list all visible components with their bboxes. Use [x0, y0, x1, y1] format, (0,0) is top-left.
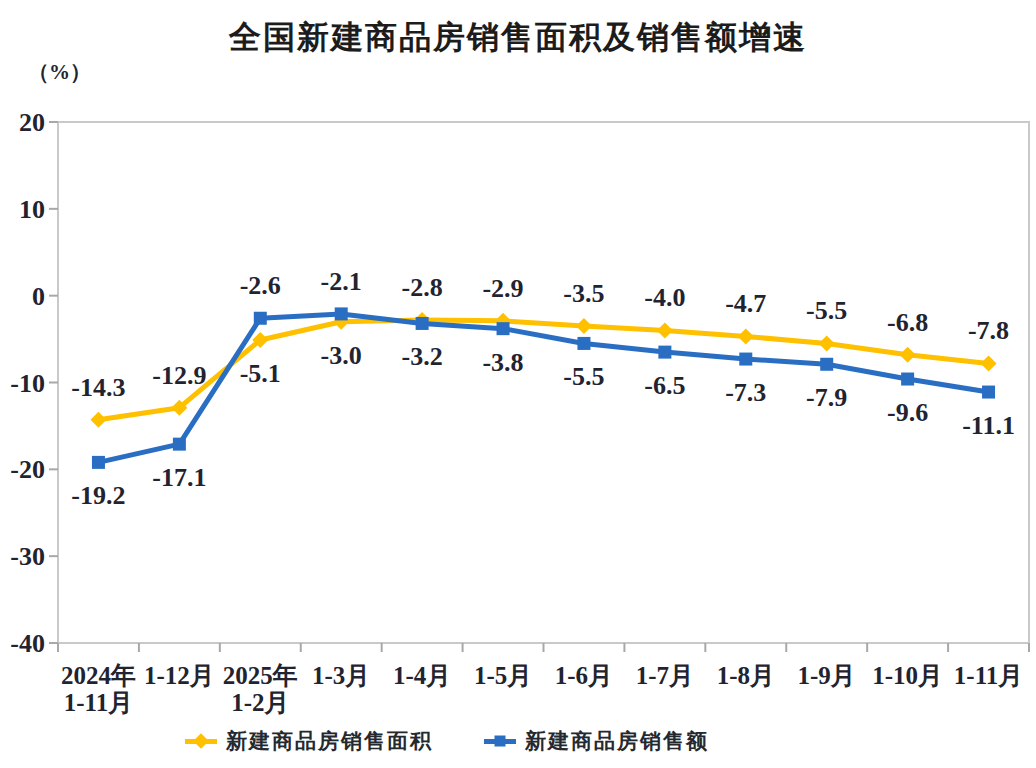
series-0-data-label: -14.3: [71, 373, 125, 402]
series-0-data-label: -7.8: [968, 316, 1009, 345]
series-0-data-label: -4.0: [644, 283, 685, 312]
series-1-data-label: -7.3: [725, 378, 766, 407]
square-marker-icon: [495, 736, 506, 747]
series-1-marker: [416, 317, 429, 330]
series-1-data-label: -11.1: [962, 411, 1015, 440]
series-1-data-label: -19.2: [71, 481, 125, 510]
series-0-data-label: -4.7: [725, 289, 766, 318]
x-axis-tick-label: 1-6月: [555, 662, 613, 689]
series-1-marker: [658, 346, 671, 359]
series-1-data-label: -2.6: [240, 271, 281, 300]
series-0-data-label: -5.5: [806, 296, 847, 325]
series-0-data-label: -5.1: [240, 359, 281, 388]
series-1-marker: [739, 353, 752, 366]
x-axis-tick-label: 1-8月: [717, 662, 775, 689]
series-1-data-label: -3.2: [402, 342, 443, 371]
blue-line-square-icon: [484, 739, 516, 744]
yellow-line-diamond-icon: [185, 739, 217, 744]
series-1-marker: [901, 373, 914, 386]
line-chart-canvas: 20 10 0 -10 -20 -30 -40 2024年1-11月 1-12月 2025年1-2…: [0, 0, 1036, 768]
legend-label-sales-area: 新建商品房销售面积: [226, 727, 433, 755]
series-0-marker: [576, 318, 592, 334]
y-axis-tick-label: -40: [10, 629, 45, 658]
y-axis-tick-label: 20: [19, 108, 45, 137]
y-axis-tick-label: -20: [10, 455, 45, 484]
series-1-marker: [497, 322, 510, 335]
series-0-marker: [90, 412, 106, 428]
series-0-data-label: -2.9: [482, 274, 523, 303]
chart-page: 全国新建商品房销售面积及销售额增速 （%） 20100-10-20-30-402…: [0, 0, 1036, 768]
series-1-data-label: -17.1: [152, 463, 206, 492]
x-axis-tick-label: 2025年1-2月: [223, 662, 298, 716]
series-1-marker: [820, 358, 833, 371]
series-1-marker: [173, 438, 186, 451]
legend-item-sales-amount: 新建商品房销售额: [484, 728, 709, 754]
series-0-data-label: -3.0: [321, 341, 362, 370]
y-axis-tick-label: -10: [10, 369, 45, 398]
series-1-data-label: -6.5: [644, 371, 685, 400]
chart-legend: 新建商品房销售面积 新建商品房销售额: [0, 728, 1036, 760]
series-1-marker: [254, 312, 267, 325]
series-1-data-label: -9.6: [887, 398, 928, 427]
series-0-marker: [900, 347, 916, 363]
series-0-data-label: -12.9: [152, 361, 206, 390]
series-0-data-label: -6.8: [887, 308, 928, 337]
x-axis-tick-label: 1-12月: [144, 662, 215, 689]
series-0-marker: [657, 322, 673, 338]
series-1-data-label: -5.5: [563, 362, 604, 391]
series-0-marker: [738, 328, 754, 344]
x-axis-tick-label: 1-3月: [312, 662, 370, 689]
series-1-marker: [982, 386, 995, 399]
series-0-marker: [981, 355, 997, 371]
series-0-data-label: -2.8: [402, 273, 443, 302]
x-axis-tick-label: 1-7月: [636, 662, 694, 689]
diamond-marker-icon: [193, 733, 209, 749]
y-axis-tick-label: -30: [10, 542, 45, 571]
series-1-data-label: -7.9: [806, 383, 847, 412]
series-1-data-label: -3.8: [482, 348, 523, 377]
legend-item-sales-area: 新建商品房销售面积: [185, 728, 433, 754]
series-0-marker: [819, 335, 835, 351]
series-1-marker: [92, 456, 105, 469]
x-axis-tick-label: 1-4月: [393, 662, 451, 689]
legend-label-sales-amount: 新建商品房销售额: [525, 727, 709, 755]
x-axis-tick-label: 1-5月: [474, 662, 532, 689]
series-1-data-label: -2.1: [321, 267, 362, 296]
series-0-data-label: -3.5: [563, 279, 604, 308]
series-1-line: [98, 314, 988, 462]
y-axis-tick-label: 0: [32, 282, 45, 311]
x-axis-tick-label: 1-11月: [954, 662, 1023, 689]
y-axis-tick-label: 10: [19, 195, 45, 224]
series-1-marker: [577, 337, 590, 350]
series-1-marker: [335, 307, 348, 320]
x-axis-tick-label: 1-10月: [872, 662, 943, 689]
x-axis-tick-label: 1-9月: [798, 662, 856, 689]
x-axis-tick-label: 2024年1-11月: [61, 662, 136, 716]
